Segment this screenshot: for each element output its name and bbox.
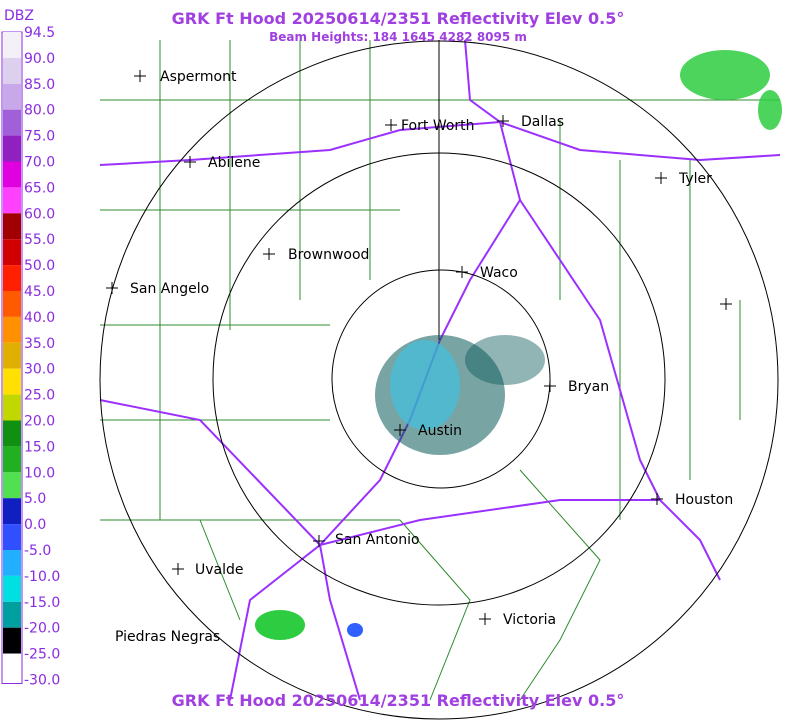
- city-marker: [479, 613, 491, 625]
- city-marker: [544, 380, 556, 392]
- colorbar-label: 45.0: [24, 284, 55, 300]
- colorbar-swatch: [3, 498, 21, 525]
- city-marker: [394, 424, 406, 436]
- colorbar-swatch: [3, 446, 21, 473]
- colorbar-label: 65.0: [24, 180, 55, 196]
- city-marker: [263, 248, 275, 260]
- colorbar-label: 70.0: [24, 155, 55, 171]
- city-label: Houston: [675, 492, 733, 508]
- city-marker: [134, 70, 146, 82]
- colorbar-swatch: [3, 213, 21, 240]
- city-marker: [172, 563, 184, 575]
- colorbar-label: 10.0: [24, 465, 55, 481]
- colorbar-swatch: [3, 161, 21, 188]
- colorbar-label: 85.0: [24, 77, 55, 93]
- colorbar-label: 15.0: [24, 439, 55, 455]
- colorbar-swatch: [3, 653, 21, 680]
- city-label: Brownwood: [288, 247, 369, 263]
- city-label: Dallas: [521, 114, 564, 130]
- city-label: San Angelo: [130, 281, 209, 297]
- city-marker: [655, 172, 667, 184]
- colorbar-swatch: [3, 32, 21, 58]
- subtitle: Beam Heights: 184 1645 4282 8095 m: [269, 30, 527, 44]
- colorbar-label: 0.0: [24, 517, 46, 533]
- colorbar-swatch: [3, 601, 21, 628]
- colorbar-swatch: [3, 187, 21, 214]
- colorbar-label: 75.0: [24, 129, 55, 145]
- colorbar: 94.5 90.0 85.0 80.0 75.0 70.0 65.0 60.0 55.0 50.0…: [1, 25, 60, 689]
- city-label: Austin: [418, 423, 462, 439]
- colorbar-label: -30.0: [24, 673, 60, 689]
- colorbar-swatch: [3, 575, 21, 602]
- colorbar-label: -5.0: [24, 543, 51, 559]
- colorbar-swatch: [3, 368, 21, 395]
- colorbar-label: 55.0: [24, 232, 55, 248]
- colorbar-label: 60.0: [24, 206, 55, 222]
- colorbar-swatch: [3, 83, 21, 110]
- city-label: Fort Worth: [401, 118, 475, 134]
- colorbar-label: 40.0: [24, 310, 55, 326]
- colorbar-label: -15.0: [24, 595, 60, 611]
- city-label: Bryan: [568, 379, 609, 395]
- city-label: Victoria: [503, 612, 556, 628]
- colorbar-label: 20.0: [24, 414, 55, 430]
- colorbar-swatch: [3, 57, 21, 84]
- colorbar-swatch: [3, 135, 21, 162]
- city-label: Piedras Negras: [115, 629, 220, 645]
- city-marker: [497, 115, 509, 127]
- colorbar-label: 50.0: [24, 258, 55, 274]
- city-label: Uvalde: [195, 562, 244, 578]
- city-marker: [313, 535, 325, 547]
- city-marker: [184, 156, 196, 168]
- city-label: Abilene: [208, 155, 260, 171]
- city-label: San Antonio: [335, 532, 420, 548]
- colorbar-label: 25.0: [24, 388, 55, 404]
- city-marker: [456, 266, 468, 278]
- colorbar-label: 90.0: [24, 51, 55, 67]
- city-label: Aspermont: [160, 69, 237, 85]
- cities: Aspermont Fort Worth Dallas Abilene Tyler Bro…: [106, 69, 733, 645]
- colorbar-swatch: [3, 627, 21, 654]
- colorbar-label: 80.0: [24, 103, 55, 119]
- colorbar-swatch: [3, 291, 21, 317]
- city-marker: [106, 282, 118, 294]
- colorbar-swatch: [3, 472, 21, 499]
- colorbar-swatch: [3, 420, 21, 447]
- title: GRK Ft Hood 20250614/2351 Reflectivity E…: [172, 9, 625, 28]
- city-marker: [651, 493, 663, 505]
- colorbar-label: 30.0: [24, 362, 55, 378]
- colorbar-swatch: [3, 265, 21, 291]
- colorbar-label: 94.5: [24, 25, 55, 41]
- colorbar-swatch: [3, 239, 21, 266]
- colorbar-swatch: [3, 394, 21, 421]
- city-label: Waco: [480, 265, 518, 281]
- city-marker: [720, 298, 732, 310]
- city-label: Tyler: [678, 171, 712, 187]
- range-rings: [99, 40, 779, 720]
- colorbar-label: 5.0: [24, 491, 46, 507]
- colorbar-swatch: [3, 109, 21, 136]
- city-marker: [385, 119, 397, 131]
- colorbar-label: 35.0: [24, 336, 55, 352]
- colorbar-swatch: [3, 550, 21, 576]
- colorbar-swatch: [3, 342, 21, 369]
- county-lines: [100, 40, 780, 701]
- colorbar-title: DBZ: [4, 8, 34, 24]
- colorbar-label: -25.0: [24, 647, 60, 663]
- footer-title: GRK Ft Hood 20250614/2351 Reflectivity E…: [172, 691, 625, 710]
- colorbar-label: -10.0: [24, 569, 60, 585]
- colorbar-label: -20.0: [24, 621, 60, 637]
- radar-echoes: [255, 50, 782, 640]
- colorbar-swatch: [3, 316, 21, 343]
- colorbar-swatch: [3, 524, 21, 550]
